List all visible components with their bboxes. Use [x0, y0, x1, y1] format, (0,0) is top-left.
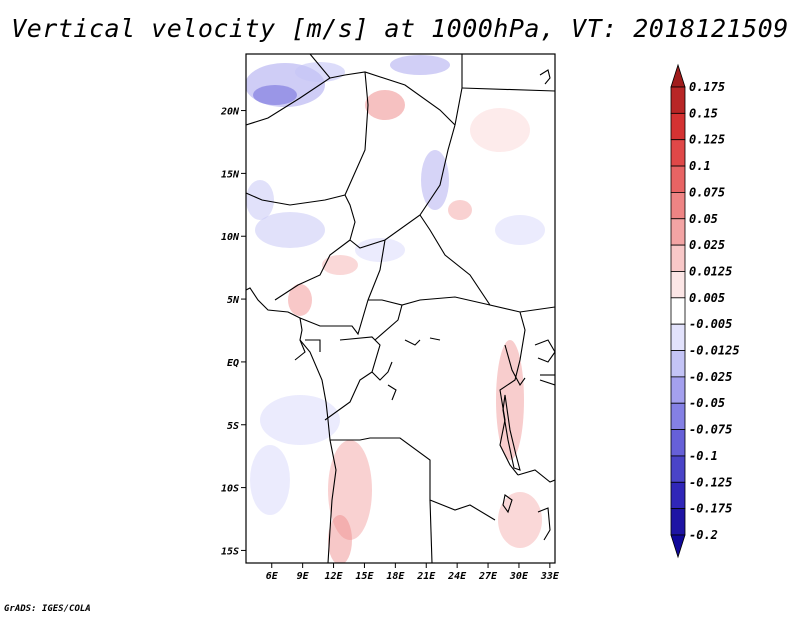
colorbar-bin — [670, 244, 686, 272]
colorbar-label: -0.0125 — [689, 344, 740, 358]
longitude-label: 6E — [266, 571, 279, 582]
longitude-axis: 6E 9E 12E 15E 18E 21E 24E 27E 30E 33E — [266, 563, 560, 582]
latitude-label: 10S — [221, 484, 239, 495]
colorbar-label: -0.125 — [689, 475, 732, 489]
colorbar-label: 0.025 — [689, 238, 725, 252]
latitude-label: 5N — [227, 295, 240, 306]
colorbar-bin — [670, 271, 686, 299]
colorbar-bin — [670, 165, 686, 193]
colorbar-label: -0.175 — [689, 502, 732, 516]
longitude-label: 21E — [416, 571, 436, 582]
longitude-label: 9E — [297, 571, 310, 582]
colorbar-bin — [670, 376, 686, 404]
longitude-label: 15E — [355, 571, 374, 582]
colorbar-label: 0.005 — [689, 291, 725, 305]
colorbar-bin — [670, 429, 686, 457]
colorbar-bin — [670, 297, 686, 325]
latitude-label: EQ — [227, 358, 239, 369]
colorbar-bin — [670, 350, 686, 378]
colorbar-label: -0.2 — [689, 528, 718, 542]
colorbar-label: 0.125 — [689, 133, 725, 147]
colorbar-label: -0.005 — [689, 317, 732, 331]
colorbar-label: -0.1 — [689, 449, 718, 463]
colorbar-bin — [670, 481, 686, 510]
colorbar-bin — [670, 508, 686, 536]
latitude-axis: 20N 15N 10N 5N EQ 5S 10S 15S — [220, 107, 246, 557]
longitude-label: 12E — [325, 571, 344, 582]
country-borders — [246, 54, 555, 563]
coastlines — [246, 69, 555, 563]
colorbar-bin — [670, 218, 686, 246]
vertical-velocity-field — [246, 55, 545, 563]
latitude-label: 20N — [220, 107, 240, 118]
colorbar-label: 0.175 — [689, 80, 725, 94]
colorbar-max-arrow — [670, 63, 686, 88]
colorbar-bin — [670, 455, 686, 483]
colorbar-label: -0.075 — [689, 423, 732, 437]
longitude-label: 33E — [540, 571, 560, 582]
colorbar-label: -0.05 — [689, 396, 725, 410]
colorbar-bin — [670, 192, 686, 220]
colorbar-label: -0.025 — [689, 370, 732, 384]
map-frame — [245, 53, 556, 564]
colorbar-bin — [670, 86, 686, 114]
colorbar-label: 0.05 — [689, 212, 718, 226]
longitude-label: 27E — [478, 571, 498, 582]
longitude-label: 18E — [386, 571, 405, 582]
colorbar-bin — [670, 139, 686, 167]
longitude-label: 30E — [509, 571, 529, 582]
map-title: Vertical velocity [m/s] at 1000hPa, VT: … — [11, 14, 789, 43]
colorbar-bin — [670, 402, 686, 430]
colorbar-min-arrow — [670, 534, 686, 559]
colorbar: 0.175 0.15 0.125 0.1 0.075 0.05 0.025 0.0125 0.0… — [670, 63, 740, 559]
latitude-label: 15S — [221, 546, 239, 557]
latitude-label: 5S — [227, 421, 239, 432]
colorbar-label: 0.1 — [689, 159, 711, 173]
latitude-label: 10N — [221, 232, 240, 243]
colorbar-label: 0.0125 — [689, 264, 732, 278]
longitude-label: 24E — [447, 571, 467, 582]
colorbar-label: 0.075 — [689, 185, 725, 199]
colorbar-bin — [670, 323, 686, 351]
grads-credit: GrADS: IGES/COLA — [4, 604, 91, 614]
colorbar-bin — [670, 112, 686, 141]
colorbar-label: 0.15 — [689, 106, 718, 120]
latitude-label: 15N — [221, 169, 240, 180]
